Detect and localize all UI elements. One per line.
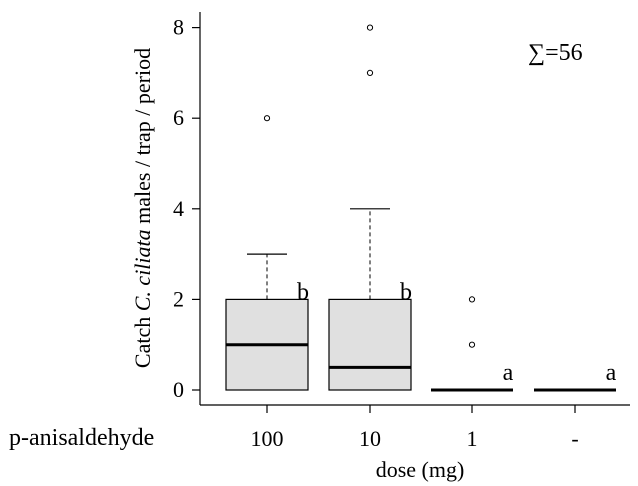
box-group: b [225, 115, 309, 391]
box-series: b b a a [225, 24, 617, 392]
x-tick-label: 1 [467, 426, 478, 451]
y-tick-label: 6 [173, 105, 184, 130]
x-axis-title: dose (mg) [376, 457, 465, 482]
y-tick-label: 0 [173, 377, 184, 402]
outlier-point [366, 24, 374, 31]
significance-letter: b [297, 279, 309, 305]
y-title-species: C. ciliata [130, 229, 155, 311]
significance-letter: a [606, 360, 617, 386]
x-tick-label: 100 [251, 426, 284, 451]
outlier-point [263, 115, 271, 122]
y-tick-label: 2 [173, 286, 184, 311]
x-tick-label: 10 [359, 426, 381, 451]
significance-letter: b [400, 279, 412, 305]
y-title-suffix: males / trap / period [130, 48, 155, 229]
outlier-point [468, 341, 476, 348]
box-group: b [328, 24, 412, 391]
outlier-point [468, 296, 476, 303]
x-axis: 100 10 1 - [251, 405, 579, 451]
outlier-point [366, 69, 374, 77]
box-group: a [534, 360, 617, 392]
x-tick-label: - [571, 426, 578, 451]
row-label: p-anisaldehyde [9, 425, 154, 451]
y-tick-label: 8 [173, 15, 184, 40]
box-iqr [328, 298, 412, 391]
box-group: a [431, 296, 514, 392]
significance-letter: a [503, 360, 514, 386]
y-tick-label: 4 [173, 196, 184, 221]
y-axis-title: Catch C. ciliata males / trap / period [130, 48, 155, 368]
sum-annotation: ∑=56 [528, 40, 583, 66]
y-axis: 0 2 4 6 8 [173, 15, 200, 402]
y-title-prefix: Catch [130, 311, 155, 368]
